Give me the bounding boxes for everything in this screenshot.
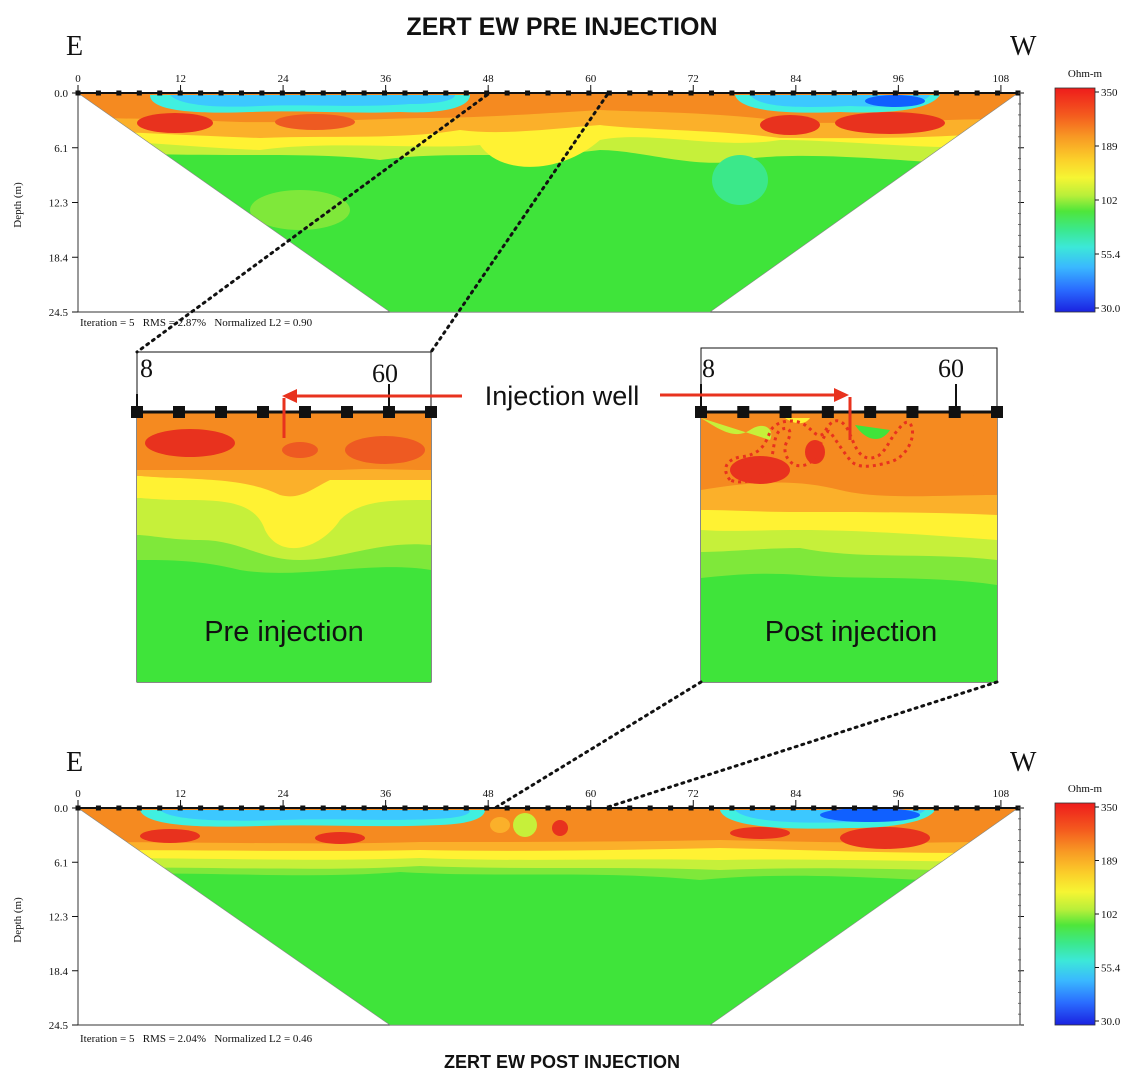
zoom-connectors <box>135 93 999 810</box>
x-tick-label: 0 <box>75 788 81 800</box>
x-tick-label: 72 <box>688 73 699 85</box>
inset-electrode-marker <box>991 406 1003 418</box>
y-tick-label: 6.1 <box>54 143 68 155</box>
west-label-bottom: W <box>1010 747 1037 778</box>
y-tick-label: 12.3 <box>49 912 69 924</box>
y-tick-label: 0.0 <box>54 88 68 100</box>
y-tick-label: 24.5 <box>49 307 69 319</box>
inset-electrode-marker <box>173 406 185 418</box>
pre-resistivity-section <box>78 93 1018 312</box>
colorbar-tick-label: 102 <box>1101 195 1118 207</box>
x-tick-label: 24 <box>278 788 290 800</box>
post-y-label: Depth (m) <box>12 897 24 943</box>
x-tick-label: 60 <box>585 788 597 800</box>
x-tick-label: 12 <box>175 788 186 800</box>
x-tick-label: 0 <box>75 73 81 85</box>
colorbar-tick-label: 189 <box>1101 856 1118 868</box>
colorbar-tick-label: 55.4 <box>1101 249 1121 261</box>
post-colorbar <box>1054 802 1096 1026</box>
pre-inset-left-label: 8 <box>140 354 153 383</box>
colorbar-tick-label: 350 <box>1101 87 1118 99</box>
inset-electrode-marker <box>906 406 919 418</box>
y-tick-label: 0.0 <box>54 803 68 815</box>
x-tick-label: 12 <box>175 73 186 85</box>
x-tick-label: 36 <box>380 73 392 85</box>
x-tick-label: 60 <box>585 73 597 85</box>
pre-inset-caption: Pre injection <box>204 616 364 648</box>
top-title: ZERT EW PRE INJECTION <box>406 13 717 41</box>
colorbar-tick-label: 189 <box>1101 141 1118 153</box>
x-tick-label: 96 <box>893 73 905 85</box>
inset-electrode-marker <box>821 406 834 418</box>
x-tick-label: 108 <box>993 788 1010 800</box>
y-tick-label: 6.1 <box>54 857 68 869</box>
y-tick-label: 12.3 <box>49 198 69 210</box>
inset-electrode-marker <box>341 406 353 418</box>
post-resistivity-section <box>78 808 1018 1025</box>
pre-inset-right-label: 60 <box>372 359 398 388</box>
pre-electrode-markers <box>75 90 1021 96</box>
pre-colorbar-title: Ohm-m <box>1068 68 1103 80</box>
injection-well-arrows <box>282 388 849 403</box>
post-y-axis: 0.0 6.1 12.3 18.4 24.5 <box>49 803 1024 1032</box>
y-tick-label: 18.4 <box>49 966 69 978</box>
pre-colorbar <box>1054 87 1096 313</box>
inset-electrode-marker <box>864 406 877 418</box>
post-inset-right-label: 60 <box>938 354 964 383</box>
east-label-top: E <box>66 31 83 62</box>
colorbar-tick-label: 350 <box>1101 802 1118 814</box>
pre-y-axis: 0.0 6.1 12.3 18.4 24.5 <box>49 88 1024 319</box>
post-colorbar-title: Ohm-m <box>1068 783 1103 795</box>
inset-electrode-marker <box>779 406 792 418</box>
pre-section: E W 0 12 24 36 48 60 72 84 96 108 0. <box>12 31 1121 329</box>
bottom-title: ZERT EW POST INJECTION <box>444 1052 680 1072</box>
post-section: E W 0 12 24 36 48 60 72 84 96 108 0.0 6.1 12 <box>12 747 1121 1045</box>
pre-x-axis: 0 12 24 36 48 60 72 84 96 108 <box>75 73 1010 93</box>
colorbar-tick-label: 55.4 <box>1101 963 1121 975</box>
pre-inset: 8 60 Pre injection <box>131 351 437 683</box>
post-inset-caption: Post injection <box>765 616 938 648</box>
x-tick-label: 72 <box>688 788 699 800</box>
post-x-axis: 0 12 24 36 48 60 72 84 96 108 <box>75 788 1010 808</box>
x-tick-label: 108 <box>993 73 1010 85</box>
post-inset-left-label: 8 <box>702 354 715 383</box>
x-tick-label: 84 <box>790 73 802 85</box>
colorbar-tick-label: 102 <box>1101 909 1118 921</box>
inset-electrode-marker <box>737 406 750 418</box>
inset-electrode-marker <box>299 406 311 418</box>
inset-electrode-marker <box>215 406 227 418</box>
post-stats: Iteration = 5 RMS = 2.04% Normalized L2 … <box>80 1033 313 1045</box>
post-inset-electrodes <box>695 406 1003 418</box>
colorbar-tick-label: 30.0 <box>1101 1016 1121 1028</box>
x-tick-label: 48 <box>483 73 495 85</box>
x-tick-label: 24 <box>278 73 290 85</box>
y-tick-label: 18.4 <box>49 252 69 264</box>
inset-electrode-marker <box>257 406 269 418</box>
x-tick-label: 48 <box>483 788 495 800</box>
east-label-bottom: E <box>66 747 83 778</box>
post-colorbar-ticks: 350 189 102 55.4 30.0 <box>1095 802 1121 1028</box>
x-tick-label: 96 <box>893 788 905 800</box>
inset-electrode-marker <box>425 406 437 418</box>
pre-colorbar-ticks: 350 189 102 55.4 30.0 <box>1095 87 1121 315</box>
pre-stats: Iteration = 5 RMS = 2.87% Normalized L2 … <box>80 317 313 329</box>
y-tick-label: 24.5 <box>49 1020 69 1032</box>
west-label-top: W <box>1010 31 1037 62</box>
x-tick-label: 36 <box>380 788 392 800</box>
post-inset: 8 60 Post injection <box>695 347 1003 683</box>
inset-electrode-marker <box>948 406 961 418</box>
co2-plume-outline <box>724 419 915 484</box>
x-tick-label: 84 <box>790 788 802 800</box>
injection-well-label: Injection well <box>485 381 640 411</box>
colorbar-tick-label: 30.0 <box>1101 303 1121 315</box>
pre-y-label: Depth (m) <box>12 182 24 228</box>
